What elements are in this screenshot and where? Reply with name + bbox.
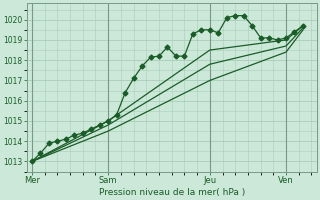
X-axis label: Pression niveau de la mer( hPa ): Pression niveau de la mer( hPa ) — [99, 188, 245, 197]
